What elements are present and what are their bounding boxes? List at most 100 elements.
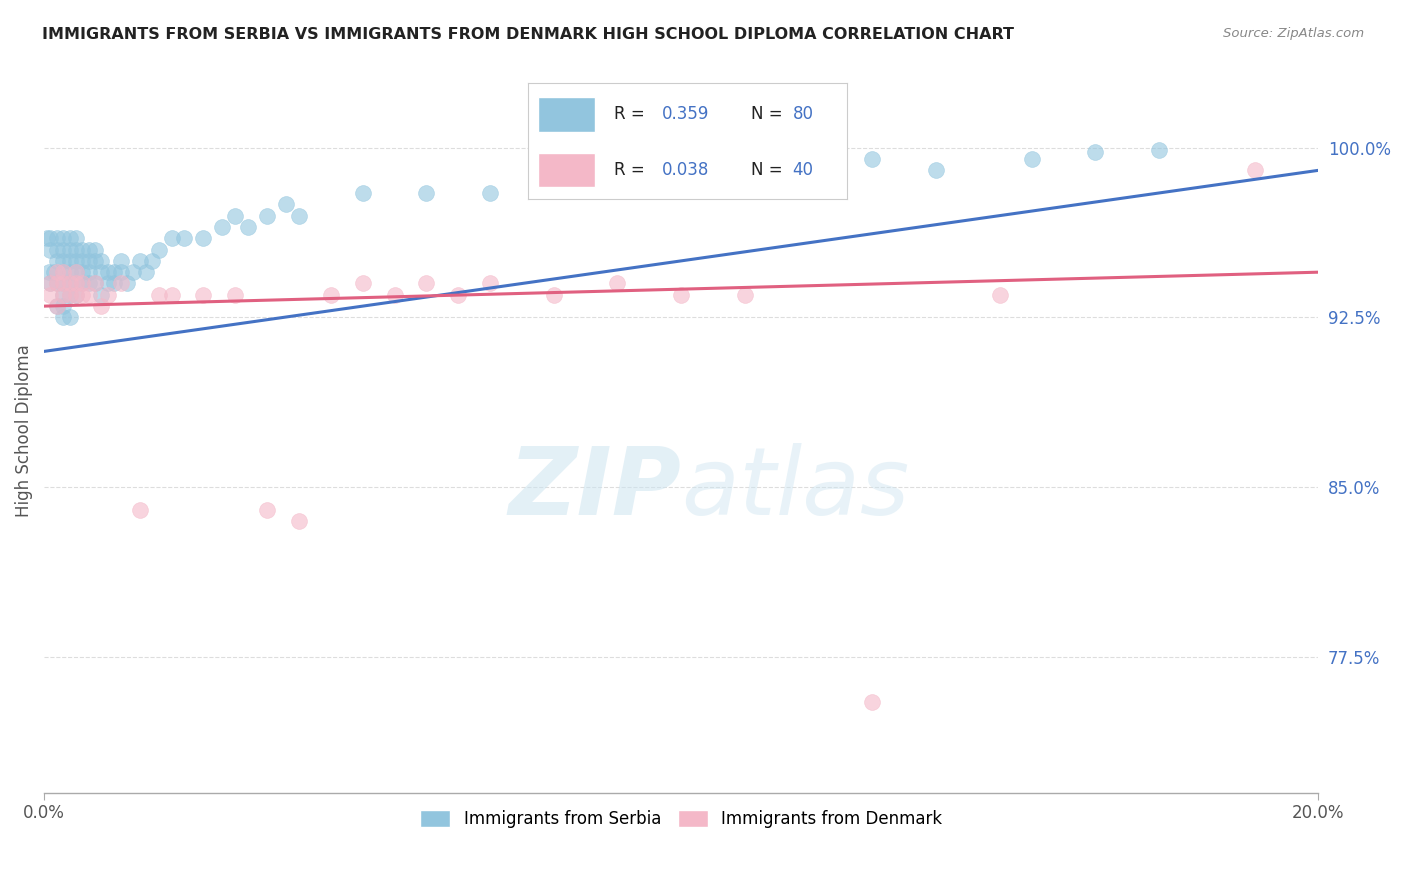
Point [606,277,628,291]
Point [58,288,80,302]
Point [58,265,80,279]
Point [103,265,125,279]
Point [52,310,75,325]
Text: IMMIGRANTS FROM SERBIA VS IMMIGRANTS FROM DENMARK HIGH SCHOOL DIPLOMA CORRELATIO: IMMIGRANTS FROM SERBIA VS IMMIGRANTS FRO… [42,27,1014,42]
Point [224,288,246,302]
Legend: Immigrants from Serbia, Immigrants from Denmark: Immigrants from Serbia, Immigrants from … [413,804,949,835]
Point [84,243,107,257]
Point [734,163,756,178]
Point [45,231,67,245]
Point [45,299,67,313]
Point [84,277,107,291]
Point [288,209,311,223]
Point [141,253,163,268]
Point [65,253,87,268]
Point [45,253,67,268]
Point [39,277,62,291]
Point [65,265,87,279]
Point [860,695,883,709]
Point [479,277,502,291]
Point [84,253,107,268]
Point [148,288,170,302]
Point [52,231,75,245]
Point [384,288,406,302]
Point [256,503,278,517]
Point [72,253,94,268]
Point [45,299,67,313]
Point [77,277,100,291]
Point [925,163,948,178]
Point [160,231,183,245]
Point [128,253,150,268]
Point [72,288,94,302]
Point [58,310,80,325]
Point [37,231,59,245]
Point [447,288,470,302]
Point [65,277,87,291]
Point [256,209,278,223]
Point [669,288,692,302]
Point [52,288,75,302]
Point [58,288,80,302]
Point [160,288,183,302]
Point [52,288,75,302]
Point [65,288,87,302]
Point [97,288,120,302]
Point [860,152,883,166]
Point [90,288,112,302]
Point [135,265,157,279]
Point [58,231,80,245]
Point [1243,163,1265,178]
Point [319,288,342,302]
Point [1084,145,1107,160]
Point [606,163,628,178]
Point [224,209,246,223]
Point [110,265,132,279]
Point [72,243,94,257]
Point [45,277,67,291]
Point [352,277,374,291]
Point [72,277,94,291]
Point [65,265,87,279]
Point [276,197,298,211]
Point [988,288,1011,302]
Point [65,288,87,302]
Point [543,288,565,302]
Y-axis label: High School Diploma: High School Diploma [15,344,32,517]
Point [52,243,75,257]
Point [65,243,87,257]
Point [58,277,80,291]
Point [58,253,80,268]
Point [38,265,60,279]
Text: atlas: atlas [681,443,910,534]
Point [193,288,215,302]
Point [122,265,145,279]
Point [39,277,62,291]
Point [72,277,94,291]
Point [52,253,75,268]
Point [110,253,132,268]
Point [97,277,120,291]
Point [797,152,820,166]
Point [77,288,100,302]
Point [90,299,112,313]
Point [52,265,75,279]
Text: Source: ZipAtlas.com: Source: ZipAtlas.com [1223,27,1364,40]
Point [77,265,100,279]
Point [58,243,80,257]
Point [236,219,259,234]
Point [52,299,75,313]
Point [352,186,374,200]
Point [193,231,215,245]
Point [211,219,233,234]
Point [288,514,311,528]
Point [103,277,125,291]
Point [52,265,75,279]
Point [52,277,75,291]
Point [173,231,195,245]
Point [58,277,80,291]
Point [90,253,112,268]
Point [39,243,62,257]
Point [77,243,100,257]
Point [45,243,67,257]
